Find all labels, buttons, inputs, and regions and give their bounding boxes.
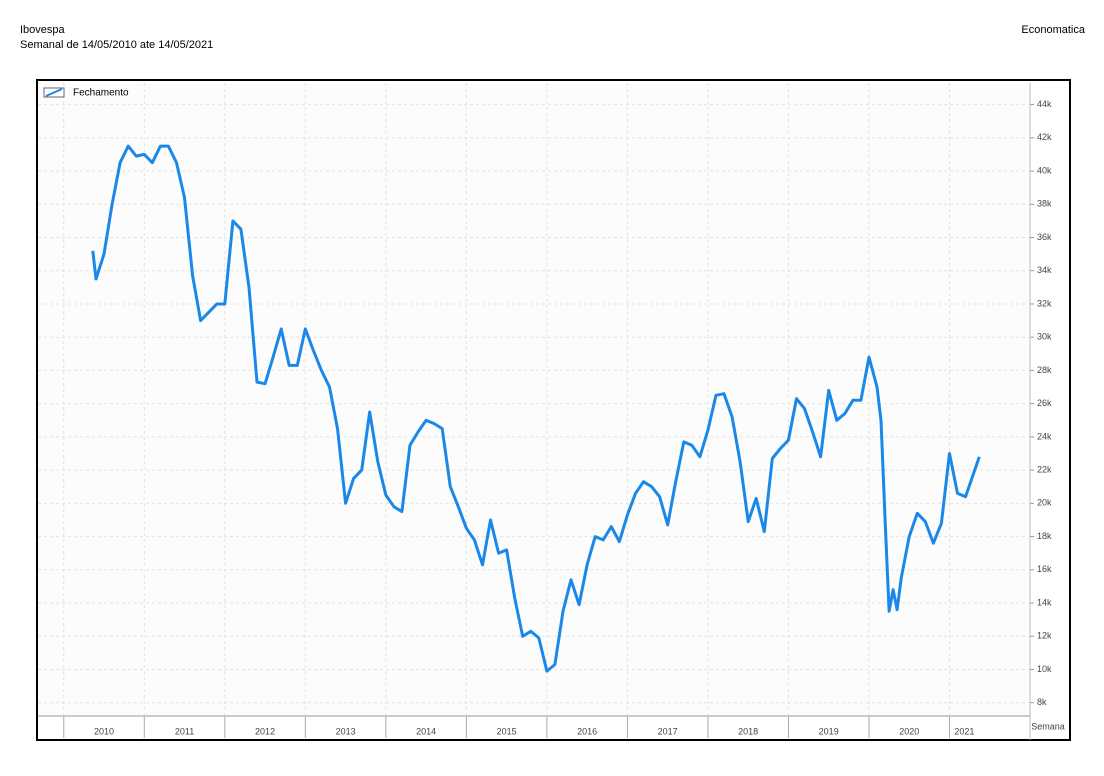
y-tick-label: 30k <box>1037 332 1052 342</box>
x-tick-label: 2021 <box>954 726 974 736</box>
legend-label: Fechamento <box>73 88 129 99</box>
y-tick-label: 36k <box>1037 232 1052 242</box>
x-tick-label: 2017 <box>658 726 678 736</box>
y-tick-label: 44k <box>1037 99 1052 109</box>
y-tick-label: 16k <box>1037 564 1052 574</box>
x-tick-label: 2011 <box>175 726 194 736</box>
y-tick-label: 20k <box>1037 498 1052 508</box>
chart-title: Ibovespa <box>20 24 66 36</box>
x-tick-label: 2014 <box>416 726 436 736</box>
x-tick-label: 2010 <box>94 726 114 736</box>
source: Economatica <box>1021 24 1085 36</box>
y-tick-label: 14k <box>1037 597 1052 607</box>
x-axis-label: Semana <box>1031 721 1065 731</box>
y-tick-label: 28k <box>1037 365 1052 375</box>
y-tick-label: 22k <box>1037 464 1052 474</box>
y-tick-label: 24k <box>1037 431 1052 441</box>
legend-line <box>45 88 63 97</box>
plot-area <box>38 83 1030 716</box>
x-tick-label: 2015 <box>497 726 517 736</box>
y-tick-label: 26k <box>1037 398 1052 408</box>
x-tick-label: 2012 <box>255 726 275 736</box>
y-tick-label: 8k <box>1037 697 1047 707</box>
y-tick-label: 32k <box>1037 298 1052 308</box>
y-tick-label: 12k <box>1037 631 1052 641</box>
chart-subtitle: Semanal de 14/05/2010 ate 14/05/2021 <box>20 39 213 51</box>
x-tick-label: 2016 <box>577 726 597 736</box>
y-tick-label: 34k <box>1037 265 1052 275</box>
y-tick-label: 38k <box>1037 199 1052 209</box>
x-tick-label: 2013 <box>336 726 356 736</box>
y-tick-label: 18k <box>1037 531 1052 541</box>
y-tick-label: 40k <box>1037 165 1052 175</box>
x-tick-label: 2019 <box>819 726 839 736</box>
y-tick-label: 10k <box>1037 664 1052 674</box>
x-tick-label: 2018 <box>738 726 758 736</box>
line-series <box>91 144 981 673</box>
x-tick-label: 2020 <box>899 726 919 736</box>
y-tick-label: 42k <box>1037 132 1052 142</box>
